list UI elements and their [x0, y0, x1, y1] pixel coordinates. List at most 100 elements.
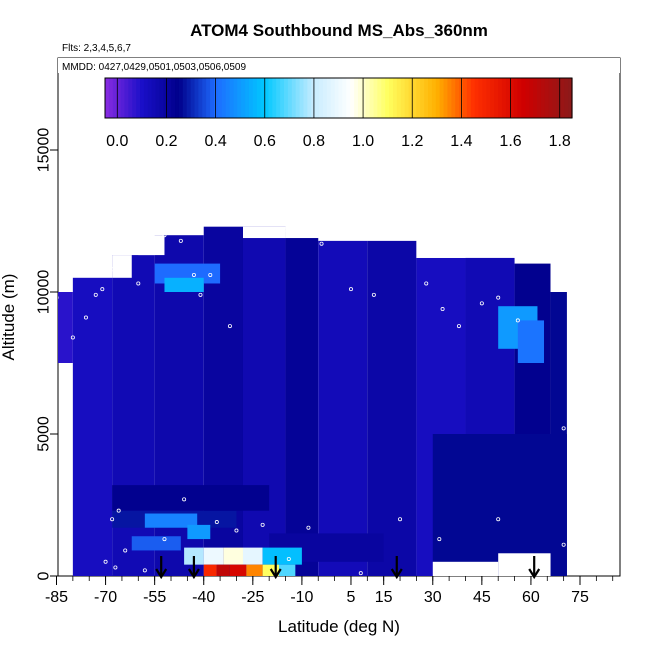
dates-note: MMDD: 0427,0429,0501,0503,0506,0509: [62, 62, 246, 73]
colorbar-segment: [435, 78, 441, 118]
colorbar-segment: [357, 78, 363, 118]
sample-point: [123, 548, 128, 553]
sample-point: [424, 281, 429, 286]
heatmap-field: [58, 226, 567, 576]
colorbar: 0.0 0.2 0.4 0.6 0.8 1.0 1.2 1.4 1.6 1.8: [104, 77, 573, 150]
y-axis: 0 5000 10000 15000: [36, 128, 58, 580]
field-cell: [58, 292, 73, 363]
sample-point: [496, 295, 501, 300]
colorbar-segment: [486, 78, 491, 118]
colorbar-segment: [140, 78, 145, 118]
colorbar-tick-label: 1.2: [401, 133, 423, 150]
colorbar-segment: [264, 78, 270, 118]
sample-point: [456, 324, 461, 329]
colorbar-segment: [517, 78, 523, 118]
field-cell: [285, 238, 319, 576]
sample-point: [227, 324, 232, 329]
colorbar-segment: [490, 78, 495, 118]
colorbar-segment: [124, 78, 129, 118]
colorbar-segment: [509, 78, 515, 118]
x-tick-label: -70: [94, 589, 117, 606]
colorbar-segment: [287, 78, 293, 118]
chart-title: ATOM4 Southbound MS_Abs_360nm: [190, 21, 488, 40]
sample-point: [358, 571, 363, 576]
colorbar-segment: [147, 78, 153, 118]
colorbar-segment: [252, 78, 258, 118]
colorbar-tick-label: 0.8: [303, 133, 325, 150]
colorbar-segment: [346, 78, 351, 118]
colorbar-segment: [280, 78, 285, 118]
colorbar-segment: [338, 78, 343, 118]
sample-point: [182, 497, 187, 502]
field-notch: [242, 226, 286, 239]
field-notch: [416, 240, 466, 258]
sample-point: [103, 559, 108, 564]
colorbar-segment: [389, 78, 394, 118]
colorbar-segment: [198, 78, 203, 118]
sample-point: [149, 244, 154, 249]
sample-point: [178, 238, 183, 243]
colorbar-segment: [560, 78, 565, 118]
colorbar-tick-label: 0.6: [254, 133, 276, 150]
colorbar-segment: [334, 78, 340, 118]
colorbar-segment: [163, 78, 168, 118]
colorbar-segment: [210, 78, 215, 118]
colorbar-segment: [369, 78, 375, 118]
field-cell: [432, 434, 567, 576]
colorbar-segment: [136, 78, 141, 118]
colorbar-segment: [568, 78, 573, 118]
field-cell: [246, 564, 263, 576]
field-cell: [278, 564, 296, 576]
y-axis-label: Altitude (m): [0, 274, 18, 361]
colorbar-segment: [330, 78, 336, 118]
sample-point: [440, 307, 445, 312]
colorbar-segment: [319, 78, 324, 118]
field-notch: [550, 263, 567, 292]
colorbar-segment: [167, 78, 172, 118]
colorbar-segment: [392, 78, 398, 118]
sample-point: [58, 296, 59, 300]
arrow-marker: [155, 556, 168, 580]
colorbar-segment: [128, 78, 133, 118]
sample-point: [260, 522, 265, 527]
colorbar-segment: [428, 78, 433, 118]
colorbar-segment: [190, 78, 196, 118]
colorbar-segment: [420, 78, 425, 118]
sample-point: [162, 537, 167, 542]
field-notch: [112, 255, 132, 278]
x-axis-label: Latitude (deg N): [278, 617, 400, 636]
field-cell: [131, 536, 181, 551]
sample-point: [110, 517, 115, 522]
x-tick-label: -25: [241, 589, 264, 606]
colorbar-segment: [315, 78, 320, 118]
sample-point: [437, 537, 442, 542]
colorbar-segment: [112, 78, 118, 118]
field-cell: [223, 547, 243, 565]
missing-cell: [432, 561, 499, 576]
colorbar-segment: [350, 78, 355, 118]
y-tick-label: 10000: [36, 270, 53, 315]
colorbar-segment: [342, 78, 347, 118]
field-cell: [112, 255, 155, 576]
colorbar-segment: [474, 78, 480, 118]
sample-point: [348, 287, 353, 292]
colorbar-segment: [272, 78, 277, 118]
field-cell: [216, 564, 230, 576]
field-cell: [164, 277, 204, 292]
colorbar-tick-label: 1.0: [352, 133, 374, 150]
colorbar-segment: [540, 78, 546, 118]
colorbar-segment: [303, 78, 308, 118]
colorbar-segment: [400, 78, 406, 118]
colorbar-segment: [544, 78, 550, 118]
sample-point: [214, 520, 219, 525]
x-tick-label: 30: [424, 589, 442, 606]
colorbar-segment: [248, 78, 254, 118]
colorbar-segment: [424, 78, 429, 118]
sample-point: [283, 227, 288, 232]
colorbar-segment: [404, 78, 410, 118]
colorbar-segment: [521, 78, 526, 118]
sample-point: [83, 315, 88, 320]
sample-point: [100, 287, 105, 292]
sample-point: [371, 292, 376, 297]
colorbar-segment: [108, 78, 114, 118]
